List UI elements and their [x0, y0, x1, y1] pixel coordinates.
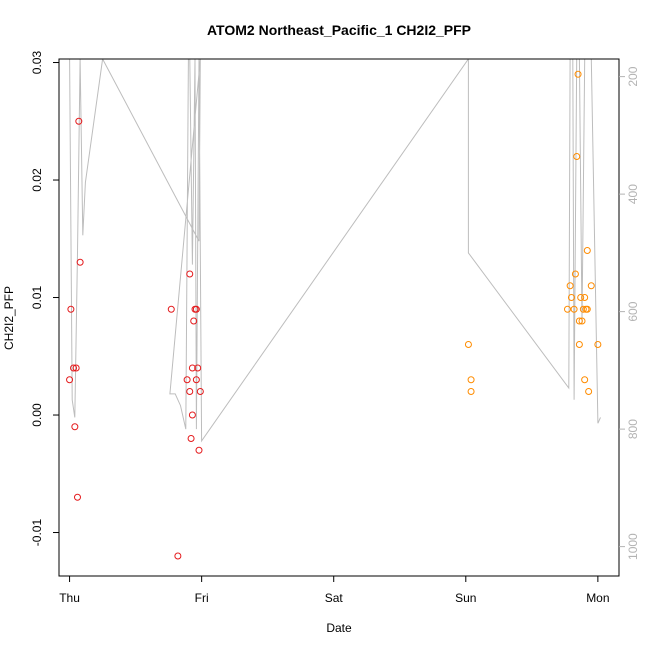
- data-point: [186, 270, 194, 278]
- data-point: [581, 294, 589, 302]
- data-point: [575, 317, 583, 325]
- data-point: [183, 376, 191, 384]
- x-tick-label: Mon: [586, 591, 609, 605]
- y-tick-label: 0.03: [30, 51, 44, 75]
- y2-axis: 200 400 600 800 1000: [619, 66, 640, 560]
- data-point: [188, 364, 196, 372]
- y-tick-label: -0.01: [30, 519, 44, 547]
- data-point: [563, 305, 571, 313]
- data-point: [571, 270, 579, 278]
- y-axis-label: CH2I2_PFP: [2, 286, 16, 350]
- y-tick-label: 0.02: [30, 168, 44, 192]
- data-point: [71, 423, 79, 431]
- data-point: [467, 376, 475, 384]
- y-axis: -0.01 0.00 0.01 0.02 0.03: [30, 51, 59, 547]
- data-point: [587, 282, 595, 290]
- data-point: [585, 388, 593, 396]
- data-point: [192, 305, 200, 313]
- x-tick-label: Sat: [325, 591, 344, 605]
- data-point: [66, 376, 74, 384]
- y2-tick-label: 600: [626, 301, 640, 321]
- data-point: [594, 341, 602, 349]
- data-point: [174, 552, 182, 560]
- data-point: [583, 247, 591, 255]
- data-point: [566, 282, 574, 290]
- data-point: [195, 446, 203, 454]
- data-point: [70, 364, 78, 372]
- data-point: [187, 435, 195, 443]
- y2-tick-label: 200: [626, 66, 640, 86]
- data-point: [578, 317, 586, 325]
- data-point: [567, 294, 575, 302]
- data-point: [72, 364, 80, 372]
- data-point: [192, 376, 200, 384]
- plot-frame: [58, 58, 620, 577]
- data-point: [76, 258, 84, 266]
- data-point: [464, 341, 472, 349]
- data-point: [574, 70, 582, 78]
- y-tick-label: 0.00: [30, 403, 44, 427]
- x-tick-label: Sun: [455, 591, 476, 605]
- data-point: [579, 305, 587, 313]
- data-point: [167, 305, 175, 313]
- x-tick-label: Fri: [195, 591, 209, 605]
- y2-tick-label: 800: [626, 419, 640, 439]
- data-point: [75, 117, 83, 125]
- y2-tick-label: 1000: [626, 533, 640, 560]
- data-point: [573, 153, 581, 161]
- secondary-series-line: [69, 59, 601, 443]
- data-point: [67, 305, 75, 313]
- data-point: [581, 376, 589, 384]
- data-point: [194, 364, 202, 372]
- x-axis: Thu Fri Sat Sun Mon: [59, 576, 610, 605]
- chart-title: ATOM2 Northeast_Pacific_1 CH2I2_PFP: [207, 22, 471, 38]
- y-tick-label: 0.01: [30, 286, 44, 310]
- data-point: [196, 388, 204, 396]
- data-point: [570, 305, 578, 313]
- data-point: [577, 294, 585, 302]
- data-point: [73, 493, 81, 501]
- secondary-line-layer: [69, 59, 601, 443]
- data-point: [467, 388, 475, 396]
- x-tick-label: Thu: [59, 591, 80, 605]
- x-axis-label: Date: [326, 621, 352, 635]
- points-layer: [66, 70, 602, 560]
- data-point: [188, 411, 196, 419]
- data-point: [186, 388, 194, 396]
- y2-tick-label: 400: [626, 184, 640, 204]
- data-point: [190, 317, 198, 325]
- data-point: [575, 341, 583, 349]
- data-point: [583, 305, 591, 313]
